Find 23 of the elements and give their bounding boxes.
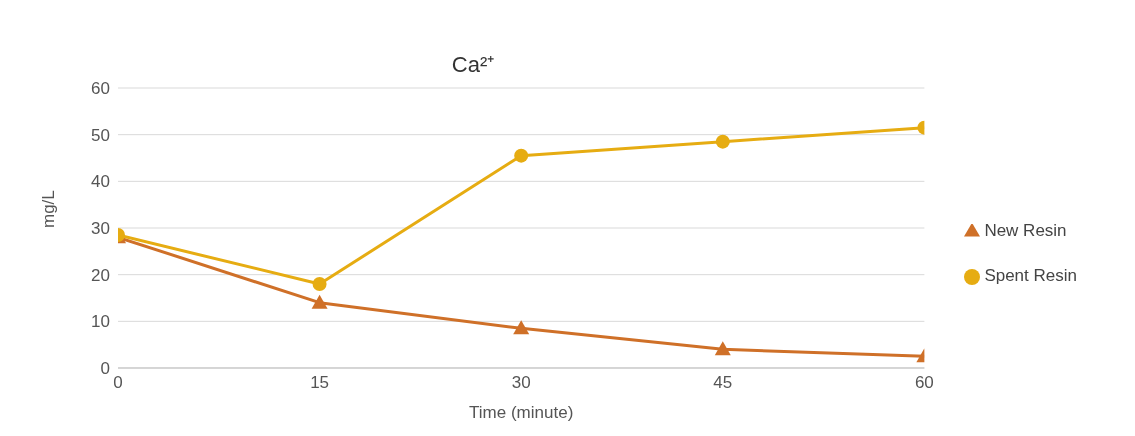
legend-label: Spent Resin [984,266,1077,285]
point [714,341,731,356]
y-axis-title: mg/L [39,190,59,228]
y-tick-label: 0 [100,359,110,379]
point [514,148,529,163]
x-tick-label: 45 [713,373,733,393]
point [311,294,328,309]
x-axis-title: Time (minute) [469,403,574,422]
point [513,320,530,335]
point [715,134,730,149]
point [312,277,327,291]
y-tick-label: 60 [91,79,110,99]
legend-label: New Resin [984,221,1067,240]
y-tick-label: 10 [91,312,110,332]
x-tick-label: 0 [113,373,123,393]
y-tick-label: 50 [91,125,110,145]
x-tick-label: 30 [511,373,531,393]
y-tick-label: 20 [91,265,110,285]
x-tick-label: 60 [914,373,934,393]
y-tick-label: 30 [91,219,110,239]
chart-title: Ca²⁺ [450,51,496,78]
y-tick-label: 40 [91,172,110,192]
x-tick-label: 15 [310,373,330,393]
